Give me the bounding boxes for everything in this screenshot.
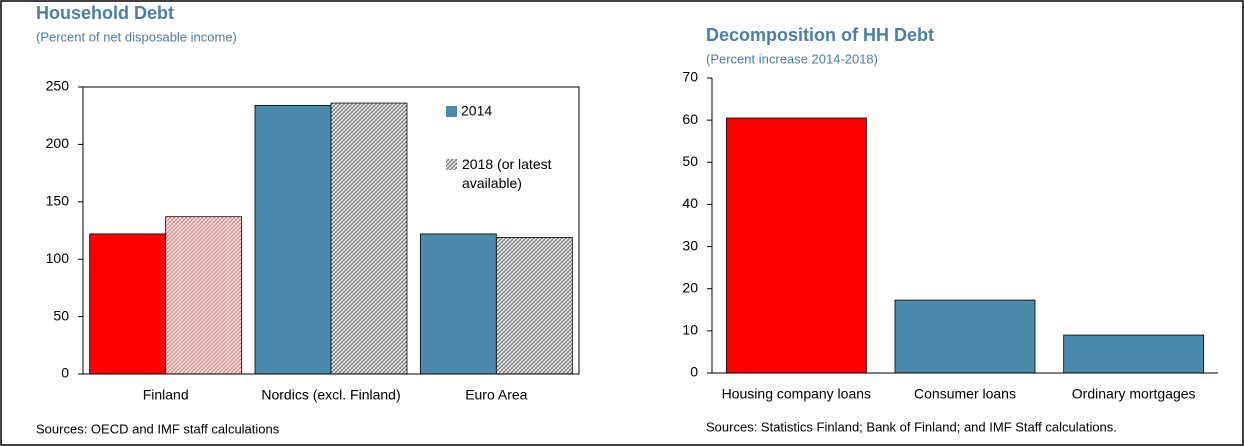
y-tick-label: 0 [690, 364, 698, 380]
plot-frame [82, 86, 580, 375]
legend-label: 2014 [461, 103, 492, 119]
y-tick-label: 250 [46, 78, 70, 94]
y-tick-label: 50 [682, 153, 698, 169]
chart-subtitle: (Percent of net disposable income) [36, 29, 237, 44]
y-tick-label: 50 [53, 307, 69, 323]
legend-label: 2018 (or latest available) [462, 156, 552, 191]
y-tick-label: 40 [682, 195, 698, 211]
source-note: Sources: Statistics Finland; Bank of Fin… [706, 419, 1117, 434]
y-tick-label: 10 [682, 322, 698, 338]
bar [894, 299, 1036, 374]
legend-swatch [446, 106, 457, 117]
x-tick-label: Euro Area [465, 387, 527, 403]
y-tick-label: 20 [682, 279, 698, 295]
bar [165, 216, 243, 375]
chart-title: Household Debt [36, 3, 174, 23]
bar [495, 236, 573, 375]
x-tick-label: Nordics (excl. Finland) [261, 387, 400, 403]
bar [1063, 334, 1205, 374]
chart-title: Decomposition of HH Debt [706, 25, 934, 45]
y-tick-label: 0 [61, 365, 69, 381]
x-tick-label: Finland [143, 387, 189, 403]
source-note: Sources: OECD and IMF staff calculations [36, 421, 280, 436]
y-tick-label: 200 [46, 135, 70, 151]
y-tick-label: 70 [682, 69, 698, 85]
x-tick-label: Housing company loans [722, 386, 871, 402]
x-tick-label: Consumer loans [914, 386, 1016, 402]
x-tick-label: Ordinary mortgages [1072, 386, 1196, 402]
y-tick-label: 30 [682, 237, 698, 253]
y-tick-label: 150 [46, 193, 70, 209]
bar [89, 233, 167, 375]
chart-subtitle: (Percent increase 2014-2018) [706, 51, 878, 66]
legend-swatch [446, 159, 457, 170]
y-tick-label: 60 [682, 111, 698, 127]
bar [254, 104, 332, 375]
bar [419, 233, 497, 375]
bar [725, 117, 867, 374]
y-tick-label: 100 [46, 250, 70, 266]
bar [330, 102, 408, 375]
